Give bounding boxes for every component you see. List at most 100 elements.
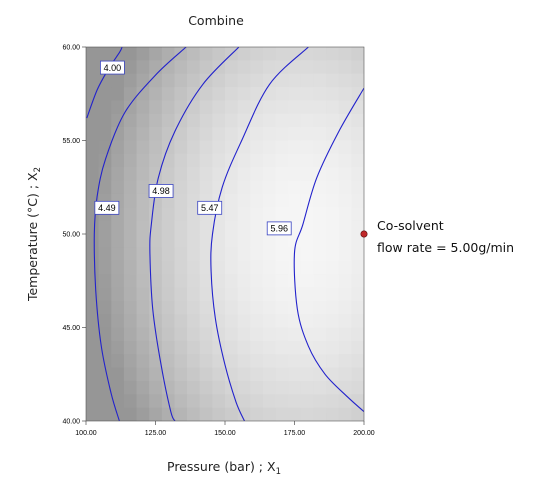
shade-cell	[351, 167, 364, 181]
shade-cell	[212, 327, 226, 342]
shade-cell	[250, 340, 264, 355]
shade-cell	[275, 314, 289, 328]
shade-cell	[237, 220, 251, 235]
shade-cell	[262, 153, 276, 168]
shade-cell	[149, 60, 163, 75]
shade-cell	[326, 180, 340, 195]
shade-cell	[111, 274, 125, 288]
shade-cell	[225, 407, 238, 421]
shade-cell	[187, 407, 201, 421]
shade-cell	[187, 180, 201, 195]
shade-cell	[136, 300, 150, 315]
shade-cell	[199, 314, 213, 328]
shade-cell	[300, 274, 314, 288]
shade-cell	[225, 234, 238, 248]
shade-cell	[338, 127, 352, 141]
shade-cell	[111, 287, 125, 302]
shade-cell	[187, 340, 201, 355]
shade-cell	[212, 153, 226, 168]
shade-cell	[225, 87, 238, 101]
shade-cell	[262, 73, 276, 88]
shade-cell	[136, 180, 150, 195]
shade-cell	[187, 327, 201, 342]
shade-cell	[98, 113, 112, 128]
shade-cell	[199, 380, 213, 395]
shade-cell	[250, 287, 264, 302]
shade-cell	[86, 260, 99, 275]
shade-cell	[187, 153, 201, 168]
shade-cell	[212, 260, 226, 275]
shade-cell	[98, 87, 112, 101]
shade-cell	[288, 193, 302, 208]
shade-cell	[326, 367, 340, 382]
shade-cell	[225, 354, 238, 368]
shade-cell	[111, 220, 125, 235]
shade-cell	[86, 167, 99, 181]
shade-cell	[326, 394, 340, 408]
shade-cell	[262, 140, 276, 155]
shade-cell	[199, 167, 213, 181]
shade-cell	[123, 340, 137, 355]
shade-cell	[275, 60, 289, 75]
shade-cell	[187, 300, 201, 315]
shade-cell	[86, 274, 99, 288]
shade-cell	[136, 60, 150, 75]
shade-cell	[338, 207, 352, 221]
shade-cell	[275, 73, 289, 88]
shade-cell	[161, 100, 175, 115]
shade-cell	[250, 193, 264, 208]
shade-cell	[161, 167, 175, 181]
shade-cell	[136, 314, 150, 328]
shade-cell	[98, 220, 112, 235]
shade-cell	[225, 140, 238, 155]
shade-cell	[338, 100, 352, 115]
shade-cell	[288, 167, 302, 181]
shade-cell	[187, 47, 201, 61]
shade-cell	[187, 207, 201, 221]
shade-cell	[300, 380, 314, 395]
shade-cell	[275, 113, 289, 128]
shade-cell	[313, 314, 327, 328]
shade-cell	[275, 153, 289, 168]
shade-cell	[174, 274, 188, 288]
shade-cell	[174, 60, 188, 75]
shade-cell	[98, 394, 112, 408]
shade-cell	[212, 300, 226, 315]
shade-cell	[149, 73, 163, 88]
shade-cell	[199, 247, 213, 262]
shade-cell	[237, 354, 251, 368]
shade-cell	[86, 287, 99, 302]
shade-cell	[313, 354, 327, 368]
shade-cell	[313, 87, 327, 101]
shade-cell	[161, 367, 175, 382]
contour-label-box	[266, 221, 292, 236]
shade-cell	[237, 327, 251, 342]
shade-cell	[250, 113, 264, 128]
shade-cell	[338, 220, 352, 235]
shade-cell	[187, 60, 201, 75]
shade-cell	[123, 47, 137, 61]
shade-cell	[149, 153, 163, 168]
shade-cell	[275, 47, 289, 61]
shade-cell	[199, 287, 213, 302]
shade-cell	[199, 260, 213, 275]
shade-cell	[212, 127, 226, 141]
shade-cell	[300, 300, 314, 315]
shade-cell	[136, 327, 150, 342]
shade-cell	[300, 394, 314, 408]
shade-cell	[212, 407, 226, 421]
shade-cell	[161, 87, 175, 101]
shade-cell	[149, 394, 163, 408]
shade-cell	[86, 153, 99, 168]
shade-cell	[351, 314, 364, 328]
shade-cell	[98, 354, 112, 368]
shade-cell	[300, 127, 314, 141]
shade-cell	[174, 394, 188, 408]
shade-cell	[136, 260, 150, 275]
shade-cell	[123, 300, 137, 315]
shade-cell	[275, 167, 289, 181]
shade-cell	[288, 140, 302, 155]
shade-cell	[187, 140, 201, 155]
shade-cell	[86, 354, 99, 368]
shade-cell	[338, 234, 352, 248]
